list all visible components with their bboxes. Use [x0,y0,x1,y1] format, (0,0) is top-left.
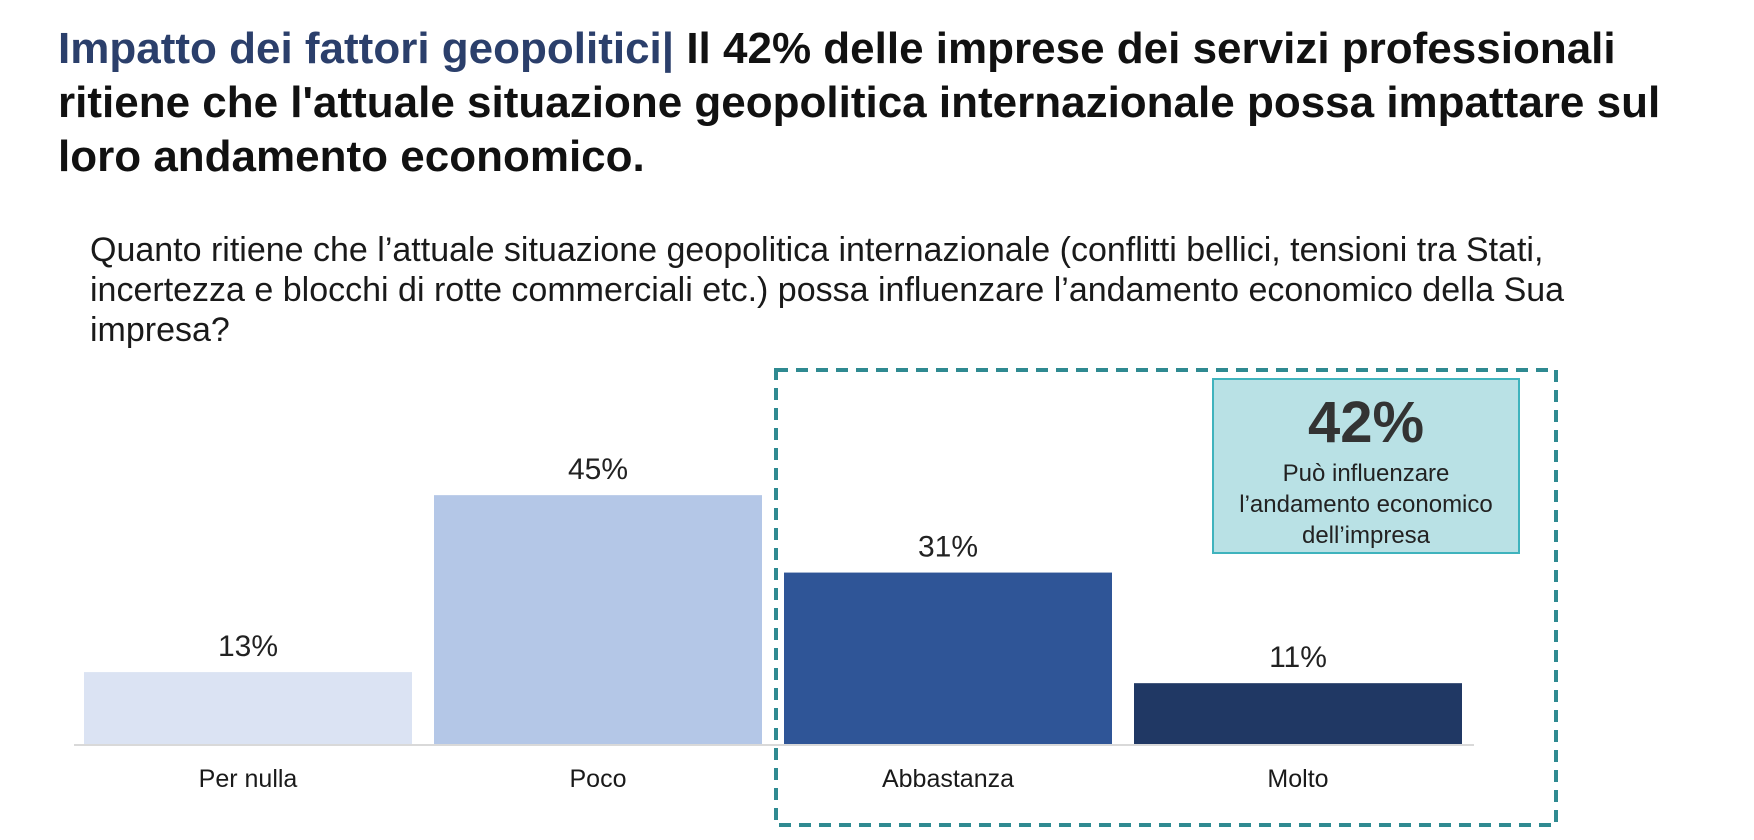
bar-2 [434,495,762,744]
bar-4 [1134,683,1462,744]
category-label-3: Abbastanza [882,765,1014,793]
title-headline: Il 42% delle imprese dei servizi profess… [58,24,1661,181]
data-label-3: 31% [918,531,978,564]
highlight-dashed-box [774,368,1558,827]
survey-question: Quanto ritiene che l’attuale situazione … [90,231,1565,349]
data-label-4: 11% [1269,641,1327,674]
category-label-4: Molto [1267,765,1328,793]
category-label-1: Per nulla [199,765,298,793]
title-accent: Impatto dei fattori geopolitici [58,24,662,73]
bar-3 [784,572,1112,744]
data-label-2: 45% [568,453,628,486]
callout-box: 42% Può influenzare l’andamento economic… [1212,378,1520,554]
callout-text: Può influenzare l’andamento economico de… [1239,460,1493,549]
data-label-1: 13% [218,630,278,663]
title-separator: | [661,24,675,73]
callout-value: 42% [1307,390,1425,455]
bar-1 [84,672,412,744]
category-label-2: Poco [570,765,627,793]
page-title: Impatto dei fattori geopolitici| Il 42% … [58,22,1698,184]
